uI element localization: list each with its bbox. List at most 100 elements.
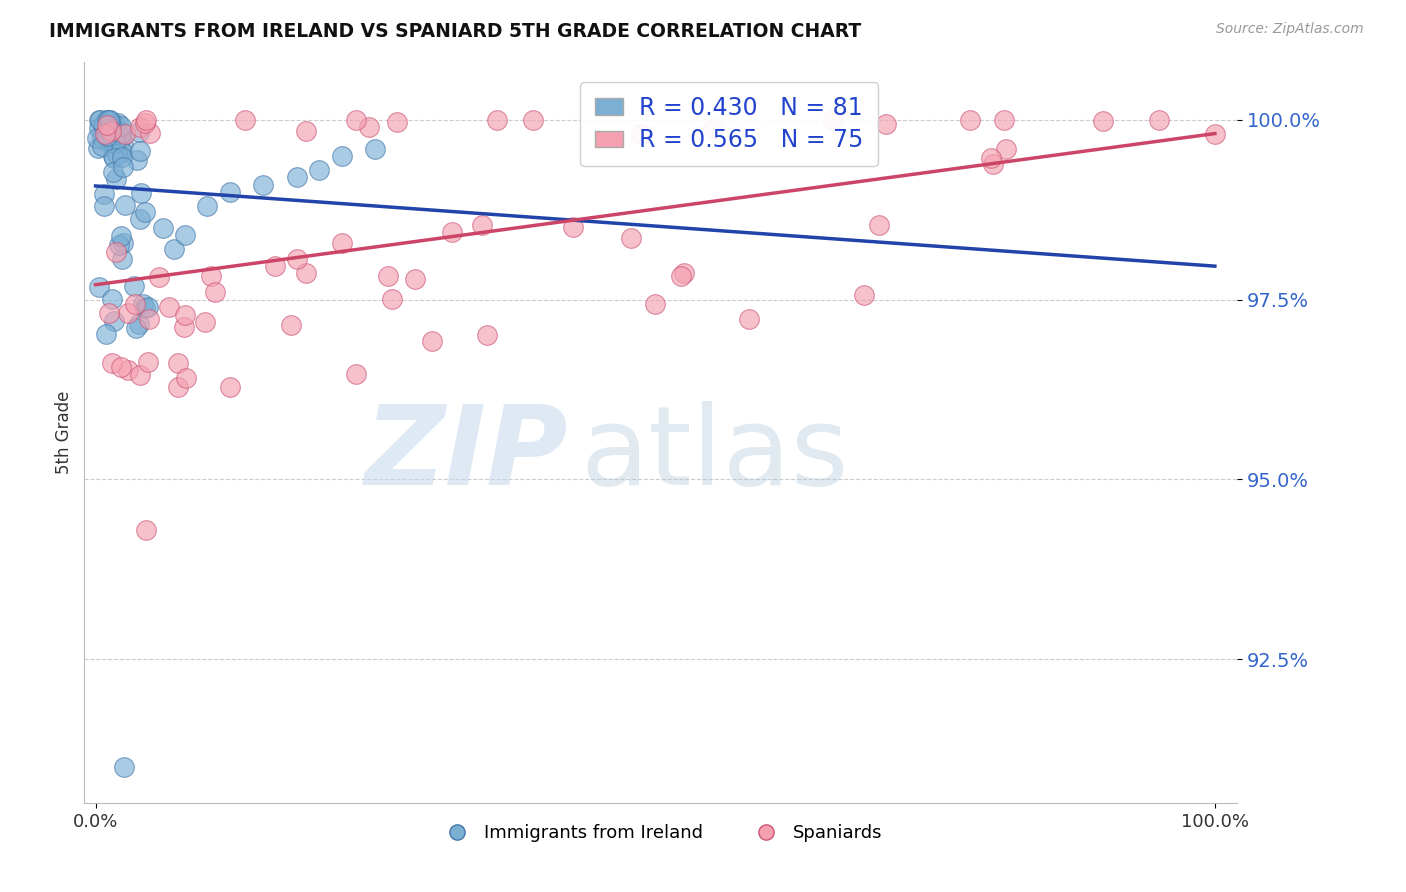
Point <box>1204 127 1226 141</box>
Text: Source: ZipAtlas.com: Source: ZipAtlas.com <box>1216 22 1364 37</box>
Point <box>111 145 134 159</box>
Point <box>104 118 127 132</box>
Point <box>87 141 110 155</box>
Point <box>110 130 132 145</box>
Point <box>1147 112 1170 127</box>
Point <box>132 297 155 311</box>
Point <box>404 272 426 286</box>
Point <box>562 220 585 235</box>
Text: ZIP: ZIP <box>366 401 568 508</box>
Point <box>128 126 150 140</box>
Point <box>97 121 120 136</box>
Point <box>285 252 308 267</box>
Point <box>252 178 274 192</box>
Point <box>91 118 114 132</box>
Point <box>129 144 152 158</box>
Point <box>152 220 174 235</box>
Point <box>107 116 129 130</box>
Point <box>357 120 380 135</box>
Point <box>128 368 150 382</box>
Point <box>129 186 152 201</box>
Point <box>111 126 134 140</box>
Point <box>117 305 139 319</box>
Point <box>285 170 308 185</box>
Point <box>738 312 761 326</box>
Point <box>98 306 121 320</box>
Point <box>117 363 139 377</box>
Point <box>1091 114 1114 128</box>
Point <box>100 124 122 138</box>
Point <box>114 127 136 141</box>
Point <box>644 296 666 310</box>
Point <box>204 285 226 300</box>
Point <box>330 236 353 251</box>
Point <box>114 197 136 211</box>
Point <box>200 268 222 283</box>
Point <box>93 117 115 131</box>
Point <box>344 112 367 127</box>
Point <box>672 267 695 281</box>
Point <box>981 157 1004 171</box>
Point <box>174 227 197 242</box>
Y-axis label: 5th Grade: 5th Grade <box>55 391 73 475</box>
Point <box>129 120 152 134</box>
Point <box>93 199 115 213</box>
Point <box>87 120 110 135</box>
Point <box>993 112 1015 127</box>
Point <box>875 117 897 131</box>
Point <box>134 301 156 315</box>
Point <box>107 131 129 145</box>
Point <box>87 280 110 294</box>
Point <box>308 163 330 178</box>
Point <box>100 120 122 134</box>
Point <box>471 218 494 232</box>
Point <box>163 243 186 257</box>
Point <box>98 123 121 137</box>
Point <box>167 356 190 370</box>
Point <box>852 287 875 301</box>
Point <box>93 133 115 147</box>
Point <box>167 380 190 394</box>
Legend: Immigrants from Ireland, Spaniards: Immigrants from Ireland, Spaniards <box>432 817 890 849</box>
Point <box>112 760 135 774</box>
Point <box>98 134 121 148</box>
Point <box>823 112 845 127</box>
Point <box>105 124 128 138</box>
Point <box>111 150 134 164</box>
Point <box>101 292 124 306</box>
Point <box>377 268 399 283</box>
Point <box>620 231 643 245</box>
Point <box>264 259 287 273</box>
Point <box>111 160 134 174</box>
Point <box>159 300 181 314</box>
Point <box>101 356 124 370</box>
Point <box>112 236 135 251</box>
Point <box>134 116 156 130</box>
Point <box>135 112 157 127</box>
Point <box>233 112 256 127</box>
Point <box>104 171 127 186</box>
Point <box>280 318 302 332</box>
Point <box>96 118 118 132</box>
Point <box>671 269 693 284</box>
Point <box>135 523 157 537</box>
Text: IMMIGRANTS FROM IRELAND VS SPANIARD 5TH GRADE CORRELATION CHART: IMMIGRANTS FROM IRELAND VS SPANIARD 5TH … <box>49 22 862 41</box>
Point <box>89 112 111 127</box>
Point <box>122 279 145 293</box>
Point <box>381 292 404 306</box>
Point <box>441 225 464 239</box>
Point <box>91 130 114 145</box>
Point <box>93 186 115 201</box>
Point <box>96 128 118 143</box>
Point <box>87 112 110 127</box>
Point <box>385 114 408 128</box>
Point <box>94 127 117 141</box>
Point <box>980 151 1002 165</box>
Point <box>108 238 131 252</box>
Point <box>630 127 652 141</box>
Point <box>139 126 162 140</box>
Point <box>98 112 121 127</box>
Point <box>522 112 544 127</box>
Point <box>127 153 149 168</box>
Point <box>103 313 125 327</box>
